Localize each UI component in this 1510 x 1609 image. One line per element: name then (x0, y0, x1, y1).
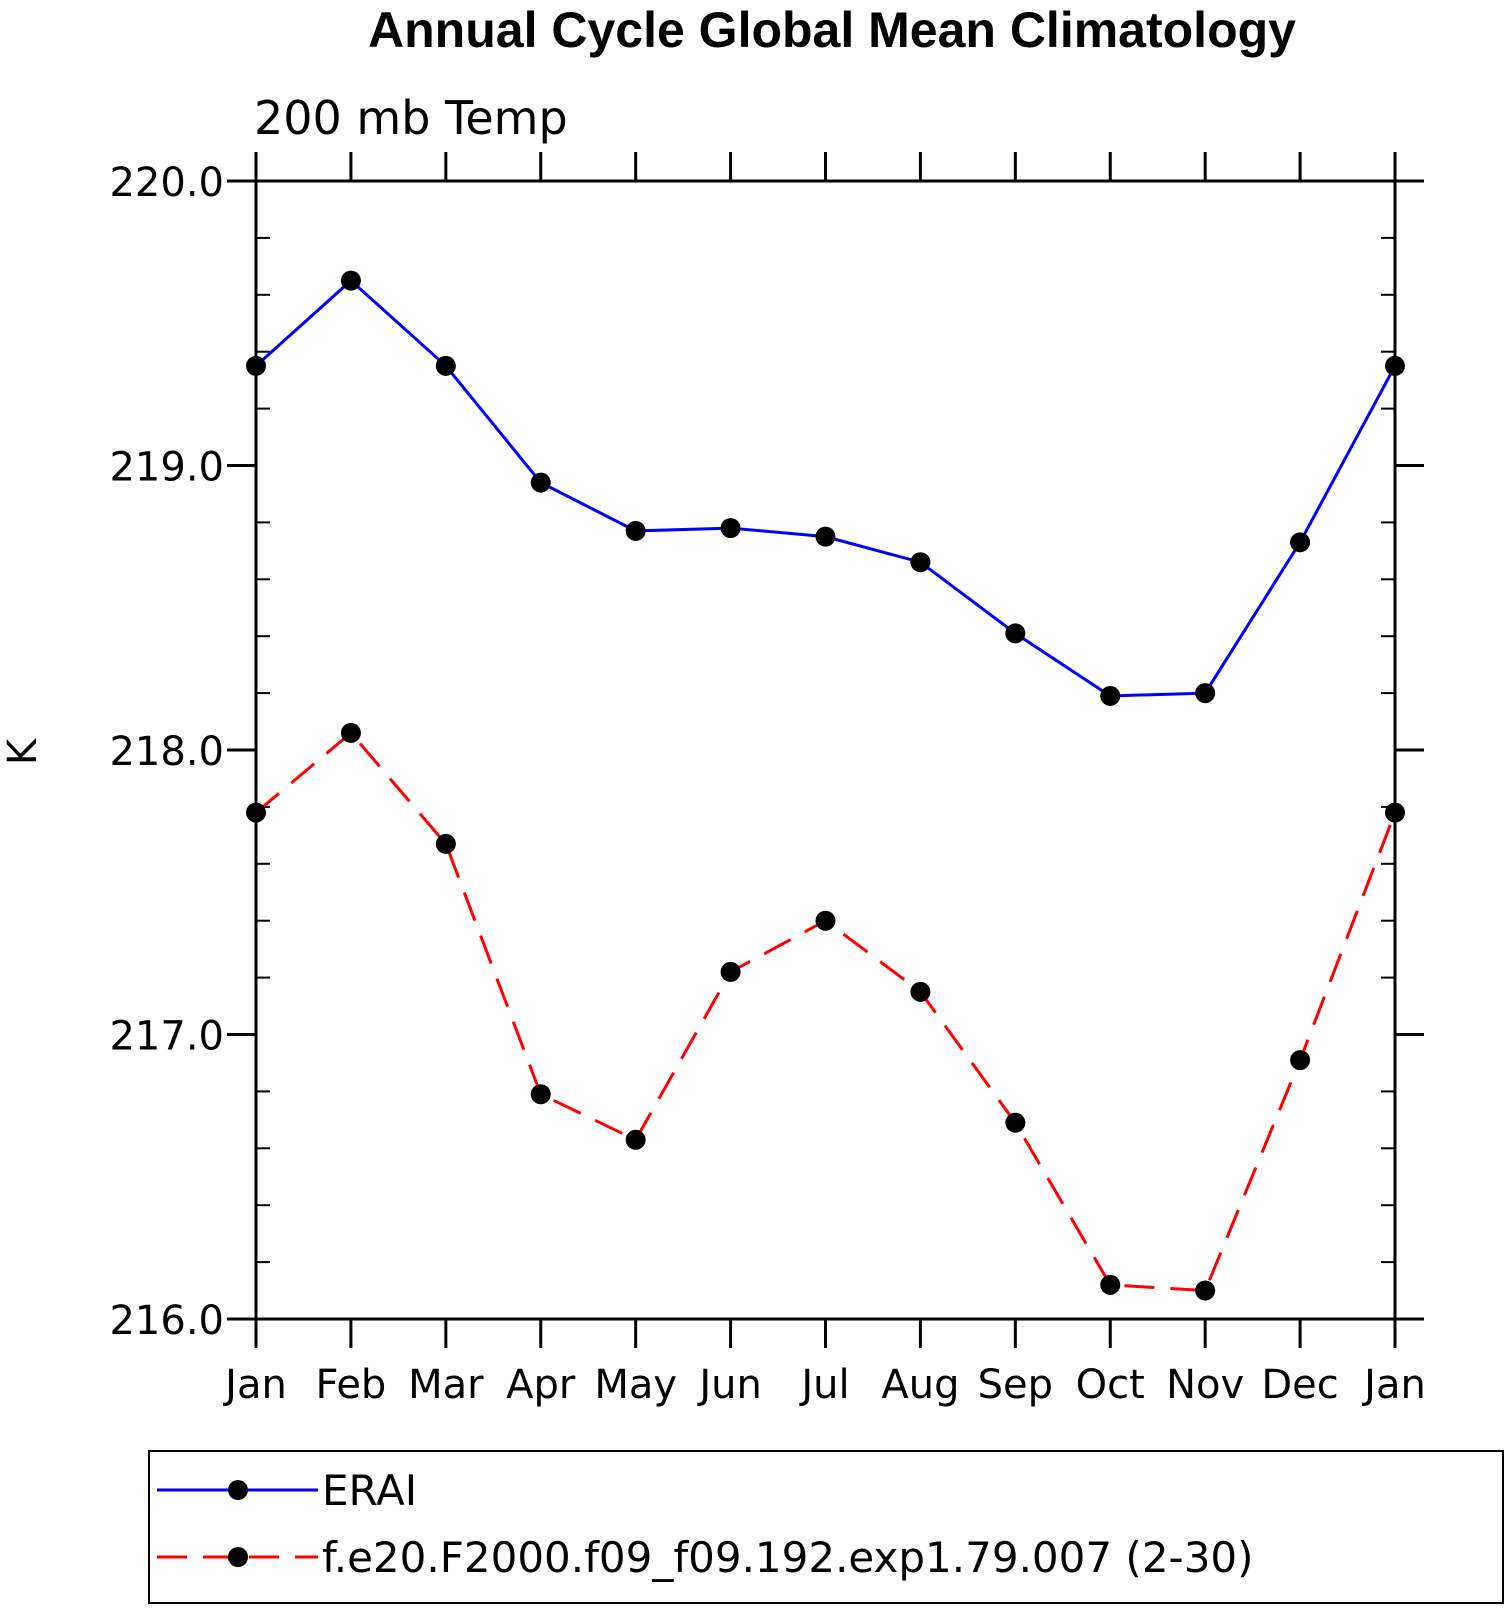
data-point (1100, 1274, 1121, 1295)
x-tick-labels: Jan Feb Mar Apr May Jun Jul Aug Sep Oct Nov Dec Jan (222, 1362, 1426, 1408)
x-tick-label: Jul (798, 1362, 849, 1408)
series-line (254, 278, 1397, 698)
data-point (246, 802, 266, 823)
y-tick-label: 220.0 (109, 160, 224, 206)
legend-label: f.e20.F2000.f09_f09.192.exp1.79.007 (2-3… (322, 1533, 1254, 1582)
x-tick-label: Jan (1361, 1362, 1426, 1408)
data-point (340, 722, 361, 743)
data-point (530, 472, 551, 493)
x-tick-label: Jan (222, 1362, 287, 1408)
x-tick-label: Dec (1261, 1362, 1338, 1408)
data-point (1290, 1050, 1311, 1071)
y-tick-labels: 216.0 217.0 218.0 219.0 220.0 (109, 160, 224, 1344)
chart-title: Annual Cycle Global Mean Climatology (368, 2, 1296, 58)
data-point (625, 1129, 646, 1150)
data-point (815, 526, 836, 547)
y-tick-label: 218.0 (109, 729, 224, 775)
series-line (255, 730, 1397, 1293)
data-point (340, 270, 361, 291)
y-axis-label: K (0, 737, 46, 765)
legend-box (148, 1450, 1504, 1604)
x-tick-label: Mar (408, 1362, 484, 1408)
data-point (1290, 532, 1311, 553)
x-tick-label: Apr (506, 1362, 576, 1408)
legend-marker (228, 1480, 248, 1500)
data-point (720, 518, 741, 539)
data-point (1005, 1112, 1026, 1133)
data-point (1195, 683, 1216, 704)
data-point (1005, 623, 1026, 644)
data-point (910, 981, 931, 1002)
series-2 (246, 722, 1405, 1301)
legend-marker (228, 1547, 248, 1567)
x-tick-label: May (594, 1362, 677, 1408)
data-point (435, 355, 456, 376)
data-point (435, 833, 456, 854)
y-tick-label: 217.0 (109, 1014, 224, 1060)
legend-label: ERAI (322, 1466, 417, 1515)
x-tick-label: Nov (1166, 1362, 1244, 1408)
y-tick-label: 216.0 (109, 1298, 224, 1344)
data-point (910, 552, 931, 573)
chart-subtitle: 200 mb Temp (254, 91, 568, 145)
plot-frame (254, 179, 1397, 1321)
x-tick-label: Aug (881, 1362, 959, 1408)
x-tick-label: Jun (696, 1362, 762, 1408)
axis-ticks (227, 152, 1424, 1348)
x-tick-label: Oct (1076, 1362, 1145, 1408)
data-point (530, 1084, 551, 1105)
data-point (246, 355, 266, 376)
series-layer (246, 270, 1405, 1301)
data-point (815, 910, 836, 931)
data-point (625, 520, 646, 541)
data-point (1385, 802, 1405, 823)
data-point (1385, 355, 1405, 376)
legend: ERAI f.e20.F2000.f09_f09.192.exp1.79.007 … (148, 1450, 1504, 1604)
x-tick-label: Sep (978, 1362, 1053, 1408)
data-point (720, 961, 741, 982)
x-tick-label: Feb (316, 1362, 387, 1408)
series-1 (246, 270, 1405, 706)
data-point (1195, 1280, 1216, 1301)
y-tick-label: 219.0 (109, 445, 224, 491)
data-point (1100, 685, 1121, 706)
